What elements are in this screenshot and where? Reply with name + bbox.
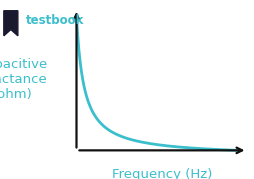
Text: testbook: testbook — [25, 14, 84, 28]
Text: Capacitive
Reactance
(ohm): Capacitive Reactance (ohm) — [0, 58, 48, 101]
Text: Frequency (Hz): Frequency (Hz) — [111, 168, 211, 179]
Polygon shape — [4, 11, 18, 36]
